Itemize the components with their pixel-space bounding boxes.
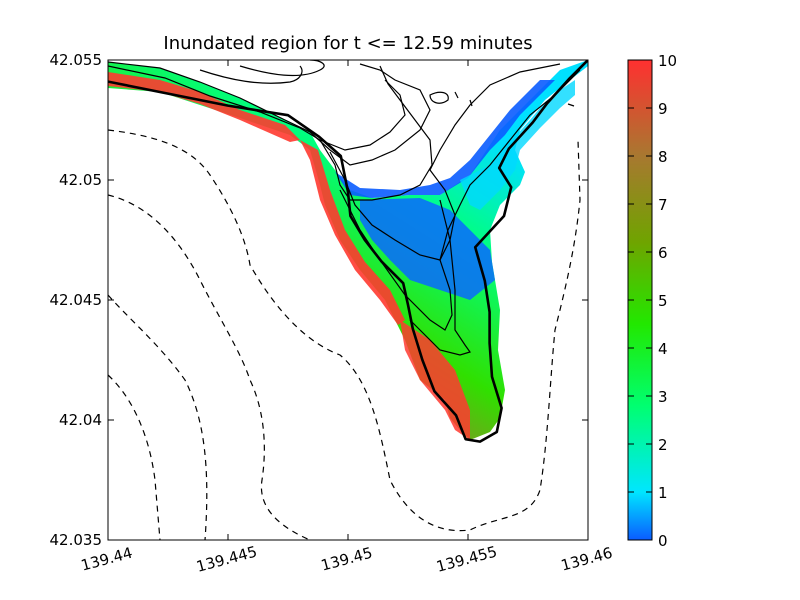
x-tick-label: 139.45: [319, 544, 374, 575]
land-contour-6: [409, 199, 471, 356]
land-contour-9: [429, 91, 449, 104]
offshore-contour-3: [108, 294, 208, 540]
offshore-contour-1: [108, 129, 581, 532]
land-contour-2: [108, 65, 406, 151]
offshore-contours: [108, 129, 581, 540]
y-axis: 42.035 42.04 42.045 42.05 42.055: [50, 51, 588, 549]
y-tick-label: 42.04: [59, 411, 102, 429]
y-tick-label: 42.055: [50, 51, 103, 69]
deep-edge: [300, 140, 405, 325]
land-contour-8: [199, 65, 303, 84]
colorbar-axis: 0 1 2 3 4 5 6 7 8 9 10: [628, 52, 677, 550]
colorbar-tick-label: 0: [658, 532, 668, 550]
offshore-contour-4: [108, 374, 161, 540]
land-contour-1: [108, 61, 431, 166]
colorbar-tick-label: 4: [658, 340, 668, 358]
colorbar-tick-label: 7: [658, 196, 668, 214]
land-contour-10: [454, 91, 459, 99]
x-tick-label: 139.46: [559, 544, 614, 575]
land-contour-3: [319, 65, 433, 201]
land-contour-12: [567, 103, 575, 107]
land-contour-7: [239, 60, 325, 77]
mid-cyan-zone: [460, 80, 575, 210]
land-contours: [108, 60, 581, 356]
colorbar-tick-label: 3: [658, 388, 668, 406]
land-contour-5: [339, 69, 581, 331]
colorbar-tick-label: 9: [658, 100, 668, 118]
colorbar-tick-label: 5: [658, 292, 668, 310]
deep-north-strip: [108, 72, 300, 142]
colorbar-tick-label: 2: [658, 436, 668, 454]
y-tick-label: 42.035: [50, 531, 103, 549]
colorbar-tick-label: 10: [658, 52, 677, 70]
colorbar-tick-label: 6: [658, 244, 668, 262]
shallow-zone: [335, 80, 555, 198]
shallow-pool: [360, 198, 495, 300]
chart-title: Inundated region for t <= 12.59 minutes: [163, 33, 532, 54]
x-tick-label: 139.445: [194, 542, 259, 575]
x-tick-label: 139.455: [434, 542, 499, 575]
y-tick-label: 42.05: [59, 171, 102, 189]
offshore-contour-2: [108, 194, 311, 540]
y-tick-label: 42.045: [50, 291, 103, 309]
colorbar-tick-label: 8: [658, 148, 668, 166]
shoreline-contour: [108, 60, 588, 443]
land-contour-11: [469, 99, 473, 107]
colorbar-tick-label: 1: [658, 484, 668, 502]
